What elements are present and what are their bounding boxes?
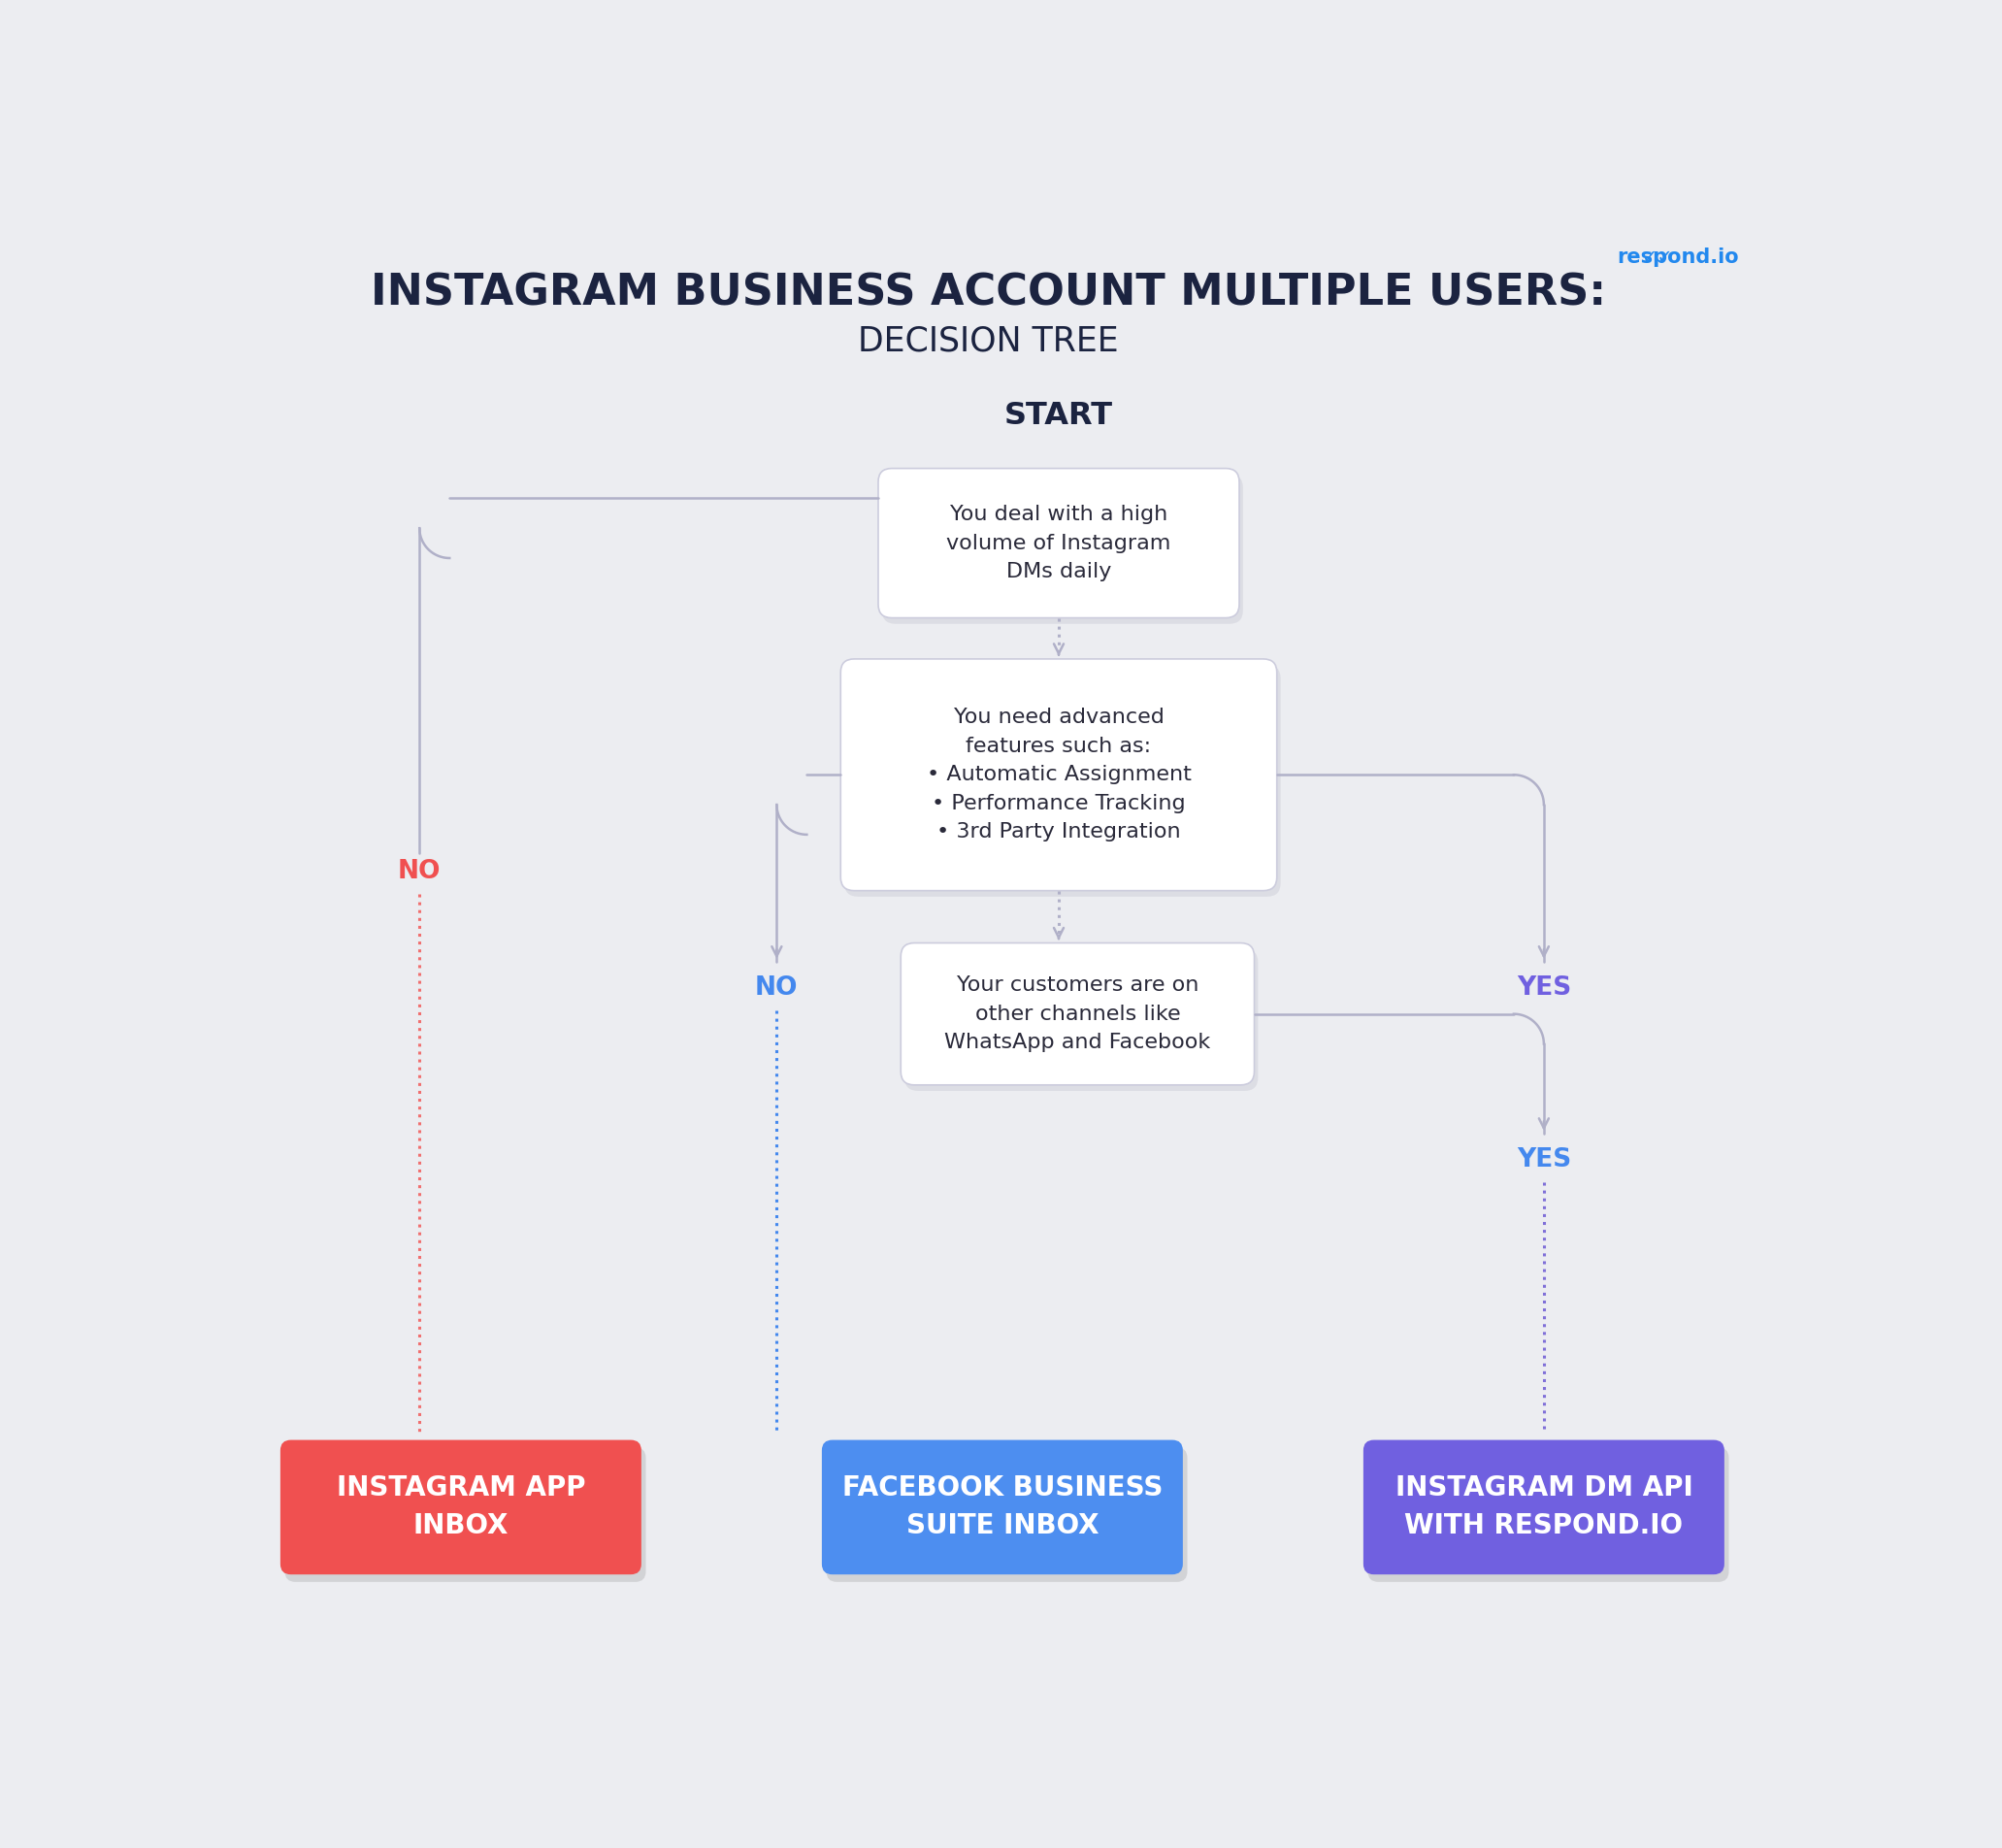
FancyBboxPatch shape <box>280 1440 641 1574</box>
FancyBboxPatch shape <box>883 475 1243 625</box>
Text: INSTAGRAM APP
INBOX: INSTAGRAM APP INBOX <box>336 1475 585 1539</box>
Text: INSTAGRAM DM API
WITH RESPOND.IO: INSTAGRAM DM API WITH RESPOND.IO <box>1395 1475 1692 1539</box>
FancyBboxPatch shape <box>1367 1447 1730 1582</box>
Text: NO: NO <box>755 976 799 1000</box>
Text: NO: NO <box>398 859 440 885</box>
Text: INSTAGRAM BUSINESS ACCOUNT MULTIPLE USERS:: INSTAGRAM BUSINESS ACCOUNT MULTIPLE USER… <box>370 272 1606 314</box>
FancyBboxPatch shape <box>905 948 1257 1090</box>
Text: DECISION TREE: DECISION TREE <box>859 325 1119 359</box>
FancyBboxPatch shape <box>845 665 1281 896</box>
FancyBboxPatch shape <box>1363 1440 1724 1574</box>
FancyBboxPatch shape <box>827 1447 1187 1582</box>
Text: Your customers are on
other channels like
WhatsApp and Facebook: Your customers are on other channels lik… <box>945 976 1211 1052</box>
Text: START: START <box>1005 401 1113 431</box>
Text: FACEBOOK BUSINESS
SUITE INBOX: FACEBOOK BUSINESS SUITE INBOX <box>843 1475 1163 1539</box>
FancyBboxPatch shape <box>901 942 1255 1085</box>
Text: respond.io: respond.io <box>1618 248 1740 268</box>
FancyBboxPatch shape <box>841 660 1277 891</box>
Text: YES: YES <box>1518 976 1572 1000</box>
Text: You deal with a high
volume of Instagram
DMs daily: You deal with a high volume of Instagram… <box>947 505 1171 582</box>
FancyBboxPatch shape <box>284 1447 647 1582</box>
Text: YES: YES <box>1518 1148 1572 1172</box>
Text: ✓✓: ✓✓ <box>1642 248 1672 266</box>
Text: You need advanced
features such as:
• Automatic Assignment
• Performance Trackin: You need advanced features such as: • Au… <box>927 708 1191 843</box>
FancyBboxPatch shape <box>823 1440 1183 1574</box>
FancyBboxPatch shape <box>879 468 1239 617</box>
